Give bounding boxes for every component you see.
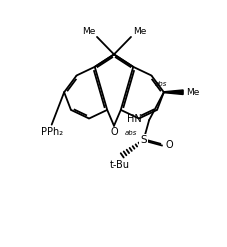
Text: PPh₂: PPh₂ xyxy=(40,127,62,137)
Text: S: S xyxy=(140,136,146,145)
Text: abs: abs xyxy=(154,81,166,87)
Text: Me: Me xyxy=(185,88,198,97)
Text: t-Bu: t-Bu xyxy=(109,160,129,170)
Text: O: O xyxy=(165,140,172,150)
Text: O: O xyxy=(110,127,117,137)
Text: Me: Me xyxy=(132,27,146,36)
Text: Me: Me xyxy=(81,27,95,36)
Text: HN: HN xyxy=(127,114,141,124)
Text: abs: abs xyxy=(124,129,137,136)
Polygon shape xyxy=(163,90,182,95)
